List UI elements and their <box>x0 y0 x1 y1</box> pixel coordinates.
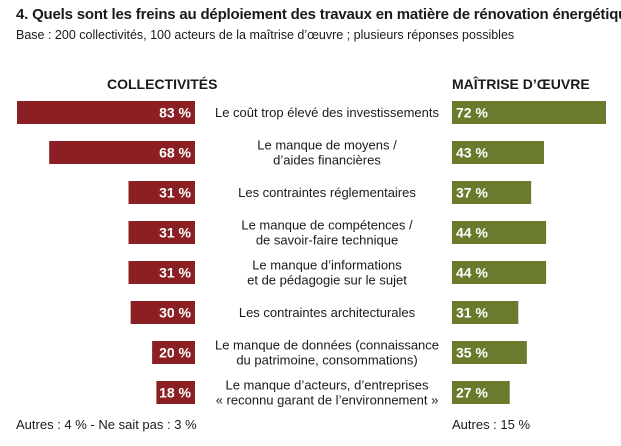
chart-title: 4. Quels sont les freins au déploiement … <box>16 6 621 23</box>
footnote-maitrise-oeuvre: Autres : 15 % <box>452 417 531 432</box>
bar-collectivites <box>152 341 195 364</box>
category-label-line: Le manque d’acteurs, d’entreprises <box>225 378 429 393</box>
bar-value-label-collectivites: 31 % <box>159 225 191 241</box>
bar-value-label-collectivites: 68 % <box>159 145 191 161</box>
bar-collectivites <box>49 141 196 164</box>
bar-value-label-collectivites: 31 % <box>159 265 191 281</box>
bar-maitrise-oeuvre <box>452 261 547 284</box>
category-label-line: Le manque d’informations <box>252 258 402 273</box>
bar-maitrise-oeuvre <box>452 381 510 404</box>
category-label-line: de savoir-faire technique <box>256 233 398 248</box>
footnote-collectivites: Autres : 4 % - Ne sait pas : 3 % <box>16 417 197 432</box>
bar-maitrise-oeuvre <box>452 301 519 324</box>
category-label-line: « reconnu garant de l’environnement » <box>216 393 439 408</box>
bar-collectivites <box>17 101 195 124</box>
bar-value-label-maitrise-oeuvre: 44 % <box>456 265 488 281</box>
category-label-line: et de pédagogie sur le sujet <box>247 273 407 288</box>
category-label-line: Les contraintes réglementaires <box>238 185 416 200</box>
bar-value-label-maitrise-oeuvre: 37 % <box>456 185 488 201</box>
category-label: Le manque de données (connaissance du pat… <box>215 338 439 368</box>
bar-maitrise-oeuvre <box>452 221 547 244</box>
bar-value-label-collectivites: 30 % <box>159 305 191 321</box>
category-label-line: Les contraintes architecturales <box>239 305 416 320</box>
category-label-line: du patrimoine, consommations) <box>236 353 417 368</box>
category-label: Le manque de compétences / de savoir-fair… <box>241 218 413 248</box>
bar-maitrise-oeuvre <box>452 101 606 124</box>
bar-value-label-maitrise-oeuvre: 31 % <box>456 305 488 321</box>
bar-value-label-collectivites: 20 % <box>159 345 191 361</box>
category-label-line: d’aides financières <box>273 153 381 168</box>
bar-value-label-maitrise-oeuvre: 27 % <box>456 385 488 401</box>
bar-value-label-collectivites: 31 % <box>159 185 191 201</box>
chart-subtitle: Base : 200 collectivités, 100 acteurs de… <box>16 28 515 42</box>
bar-maitrise-oeuvre <box>452 181 532 204</box>
bar-collectivites <box>128 181 195 204</box>
category-label-line: Le manque de moyens / <box>257 138 397 153</box>
bar-value-label-maitrise-oeuvre: 43 % <box>456 145 488 161</box>
bar-collectivites <box>128 261 195 284</box>
bar-maitrise-oeuvre <box>452 341 527 364</box>
series-header-collectivites: COLLECTIVITÉS <box>107 76 218 92</box>
bar-value-label-collectivites: 18 % <box>159 385 191 401</box>
category-label: Le coût trop élevé des investissements <box>215 105 440 120</box>
series-header-maitrise-oeuvre: MAÎTRISE D’ŒUVRE <box>452 76 590 92</box>
category-label-line: Le manque de compétences / <box>241 218 413 233</box>
bar-value-label-maitrise-oeuvre: 44 % <box>456 225 488 241</box>
bar-maitrise-oeuvre <box>452 141 544 164</box>
bar-collectivites <box>130 301 195 324</box>
bar-collectivites <box>156 381 195 404</box>
bar-collectivites <box>128 221 195 244</box>
category-label-line: Le coût trop élevé des investissements <box>215 105 440 120</box>
category-label: Le manque d’informations et de pédagogie … <box>247 258 407 288</box>
category-label-line: Le manque de données (connaissance <box>215 338 439 353</box>
category-label: Le manque d’acteurs, d’entreprises « reco… <box>216 378 439 408</box>
bar-value-label-maitrise-oeuvre: 72 % <box>456 105 488 121</box>
category-label: Les contraintes réglementaires <box>238 185 416 200</box>
bar-value-label-collectivites: 83 % <box>159 105 191 121</box>
category-label: Le manque de moyens / d’aides financières <box>257 138 397 168</box>
bar-value-label-maitrise-oeuvre: 35 % <box>456 345 488 361</box>
category-label: Les contraintes architecturales <box>239 305 416 320</box>
